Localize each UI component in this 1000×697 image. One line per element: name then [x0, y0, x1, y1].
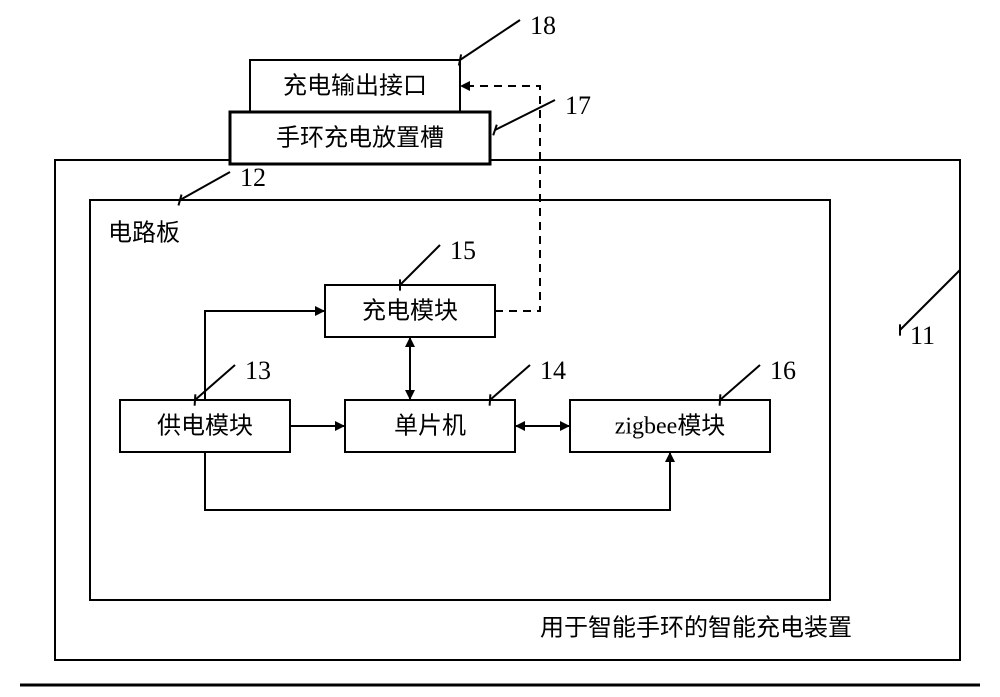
leader-14 [490, 365, 530, 400]
leader-18 [460, 20, 520, 60]
refnum-18: 18 [530, 11, 556, 40]
refnum-17: 17 [565, 91, 591, 120]
b13-label: 供电模块 [157, 413, 253, 440]
b15-label: 充电模块 [362, 298, 458, 325]
b17-label: 手环充电放置槽 [276, 125, 444, 152]
refnum-15: 15 [450, 236, 476, 265]
arrow-4 [205, 452, 670, 510]
refnum-12: 12 [240, 163, 266, 192]
b18-label: 充电输出接口 [283, 73, 427, 100]
leader-12 [180, 172, 230, 200]
leader-16 [720, 365, 760, 400]
b16-label: zigbee模块 [615, 413, 726, 440]
leader-13 [195, 365, 235, 400]
leader-15 [400, 245, 440, 285]
refnum-16: 16 [770, 356, 796, 385]
b14-label: 单片机 [394, 413, 466, 440]
circuit-board-label: 电路板 [108, 220, 180, 247]
refnum-11: 11 [910, 321, 935, 350]
device-caption: 用于智能手环的智能充电装置 [540, 615, 852, 642]
refnum-13: 13 [245, 356, 271, 385]
refnum-14: 14 [540, 356, 566, 385]
leader-17 [495, 100, 555, 130]
